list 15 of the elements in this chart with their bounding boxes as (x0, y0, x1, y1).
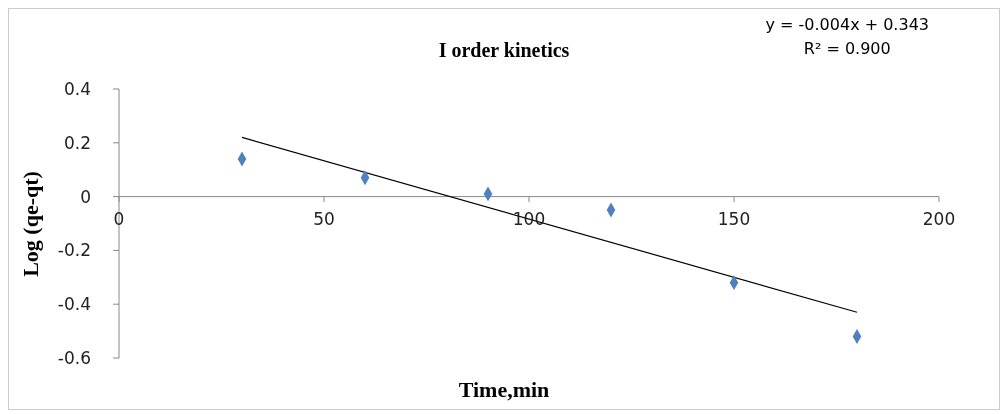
chart-title: I order kinetics (438, 39, 570, 61)
y-tick-label: 0.4 (63, 79, 91, 100)
x-tick-label: 0 (113, 209, 125, 229)
y-tick-label: 0.2 (63, 132, 91, 153)
y-tick-label: -0.6 (57, 348, 91, 369)
y-tick-label: -0.2 (57, 240, 91, 261)
y-axis-title: Log (qe-qt) (18, 171, 44, 277)
y-tick-label: -0.4 (57, 294, 91, 315)
text: R² = 0.900 (802, 38, 892, 60)
text: y = -0.004x + 0.343 (765, 14, 929, 36)
x-tick-label: 150 (717, 209, 751, 229)
x-tick-label: 200 (922, 209, 956, 229)
x-tick-label: 50 (313, 209, 335, 229)
x-axis-title: Time,min (457, 377, 551, 403)
y-tick-label: 0 (80, 186, 91, 207)
